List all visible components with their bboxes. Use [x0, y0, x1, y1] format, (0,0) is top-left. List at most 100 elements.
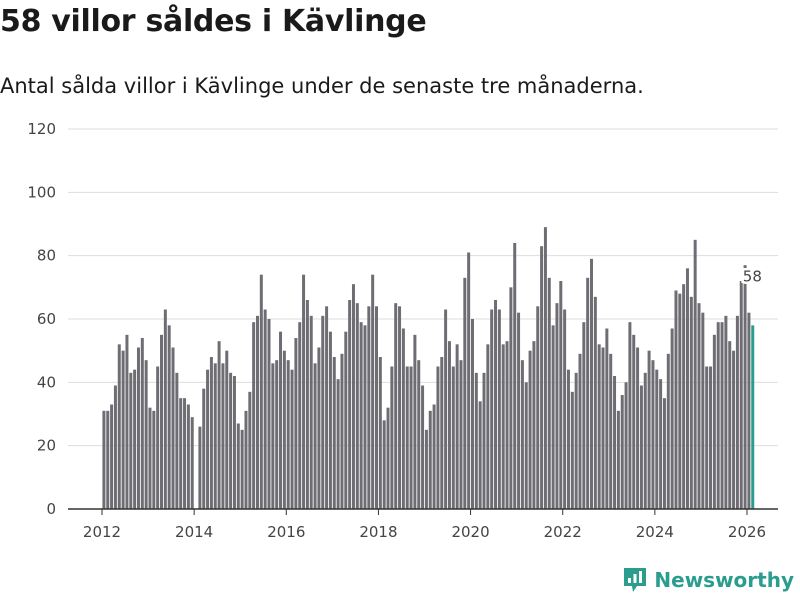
newsworthy-icon	[624, 568, 647, 592]
bar	[275, 360, 279, 509]
x-tick-label: 2012	[83, 523, 121, 541]
bar	[678, 293, 682, 509]
bar	[417, 360, 421, 509]
bar	[179, 398, 183, 509]
bar	[344, 331, 348, 509]
bar	[405, 366, 409, 509]
bar	[624, 382, 628, 509]
bar	[236, 423, 240, 509]
bar	[739, 281, 743, 509]
bar	[590, 258, 593, 509]
bar	[409, 366, 413, 509]
bar	[555, 303, 559, 509]
bar	[171, 347, 175, 509]
bar	[240, 429, 244, 509]
bar	[401, 328, 405, 509]
bar	[244, 410, 248, 509]
bar	[160, 334, 163, 509]
bar	[747, 312, 751, 509]
bar	[444, 309, 448, 509]
bar	[467, 252, 471, 509]
bar	[501, 344, 505, 509]
bar	[735, 315, 739, 509]
bar	[486, 344, 490, 509]
bar	[378, 357, 382, 509]
bar	[528, 350, 532, 509]
x-tick-label: 2018	[359, 523, 397, 541]
bar	[148, 407, 152, 509]
bar	[547, 277, 551, 509]
bar	[213, 363, 217, 509]
y-tick-label: 60	[37, 310, 56, 328]
bar	[720, 322, 724, 509]
bar	[279, 331, 283, 509]
bar	[232, 376, 236, 509]
bar	[133, 369, 137, 509]
bar	[613, 376, 617, 509]
bar	[225, 350, 229, 509]
bar	[685, 268, 689, 509]
bar	[183, 398, 187, 509]
bar	[325, 306, 329, 509]
bar	[375, 306, 378, 509]
x-tick-label: 2016	[267, 523, 305, 541]
bar	[428, 410, 432, 509]
bar	[351, 284, 355, 509]
bar	[701, 312, 705, 509]
x-tick-label: 2020	[451, 523, 489, 541]
x-tick-label: 2014	[175, 523, 213, 541]
bar	[332, 357, 336, 509]
bar	[328, 331, 332, 509]
bar	[636, 347, 640, 509]
bar	[586, 277, 590, 509]
bar	[520, 360, 524, 509]
bar	[321, 315, 325, 509]
bar	[582, 322, 586, 509]
bar	[371, 274, 375, 509]
bar	[593, 296, 597, 509]
y-tick-label: 100	[27, 183, 56, 201]
bar	[129, 372, 133, 509]
bar	[348, 300, 352, 509]
bar	[190, 417, 194, 509]
bar	[305, 300, 309, 509]
y-tick-label: 0	[46, 500, 56, 518]
x-tick-label: 2026	[728, 523, 766, 541]
brand-logo[interactable]: Newsworthy	[622, 566, 794, 594]
bar	[689, 296, 693, 509]
bar	[536, 306, 540, 509]
bar	[390, 366, 394, 509]
bar	[424, 429, 428, 509]
bar	[282, 350, 286, 509]
bar	[156, 366, 160, 509]
bar	[271, 363, 275, 509]
bar	[298, 322, 302, 509]
bar	[513, 243, 517, 509]
bar	[136, 347, 140, 509]
bar	[355, 303, 359, 509]
bar	[140, 338, 144, 509]
bar	[421, 385, 425, 509]
bar	[186, 404, 190, 509]
bar	[490, 309, 494, 509]
bars	[102, 227, 755, 510]
bar	[436, 366, 440, 509]
bar	[255, 315, 259, 509]
bar	[267, 319, 271, 509]
bar	[693, 239, 697, 509]
bar	[259, 274, 263, 509]
bar	[616, 410, 620, 509]
bar	[163, 309, 167, 509]
bar	[198, 426, 202, 509]
bar	[705, 366, 709, 509]
bar	[605, 328, 609, 509]
bar	[252, 322, 256, 509]
x-axis-ticks: 2012 2014 2016 2018 2020 2022 2024 2026	[83, 509, 766, 541]
bar	[666, 353, 670, 509]
bar	[670, 328, 674, 509]
bar	[716, 322, 720, 509]
brand-name: Newsworthy	[654, 568, 794, 592]
y-tick-label: 20	[37, 437, 56, 455]
bar	[709, 366, 713, 509]
